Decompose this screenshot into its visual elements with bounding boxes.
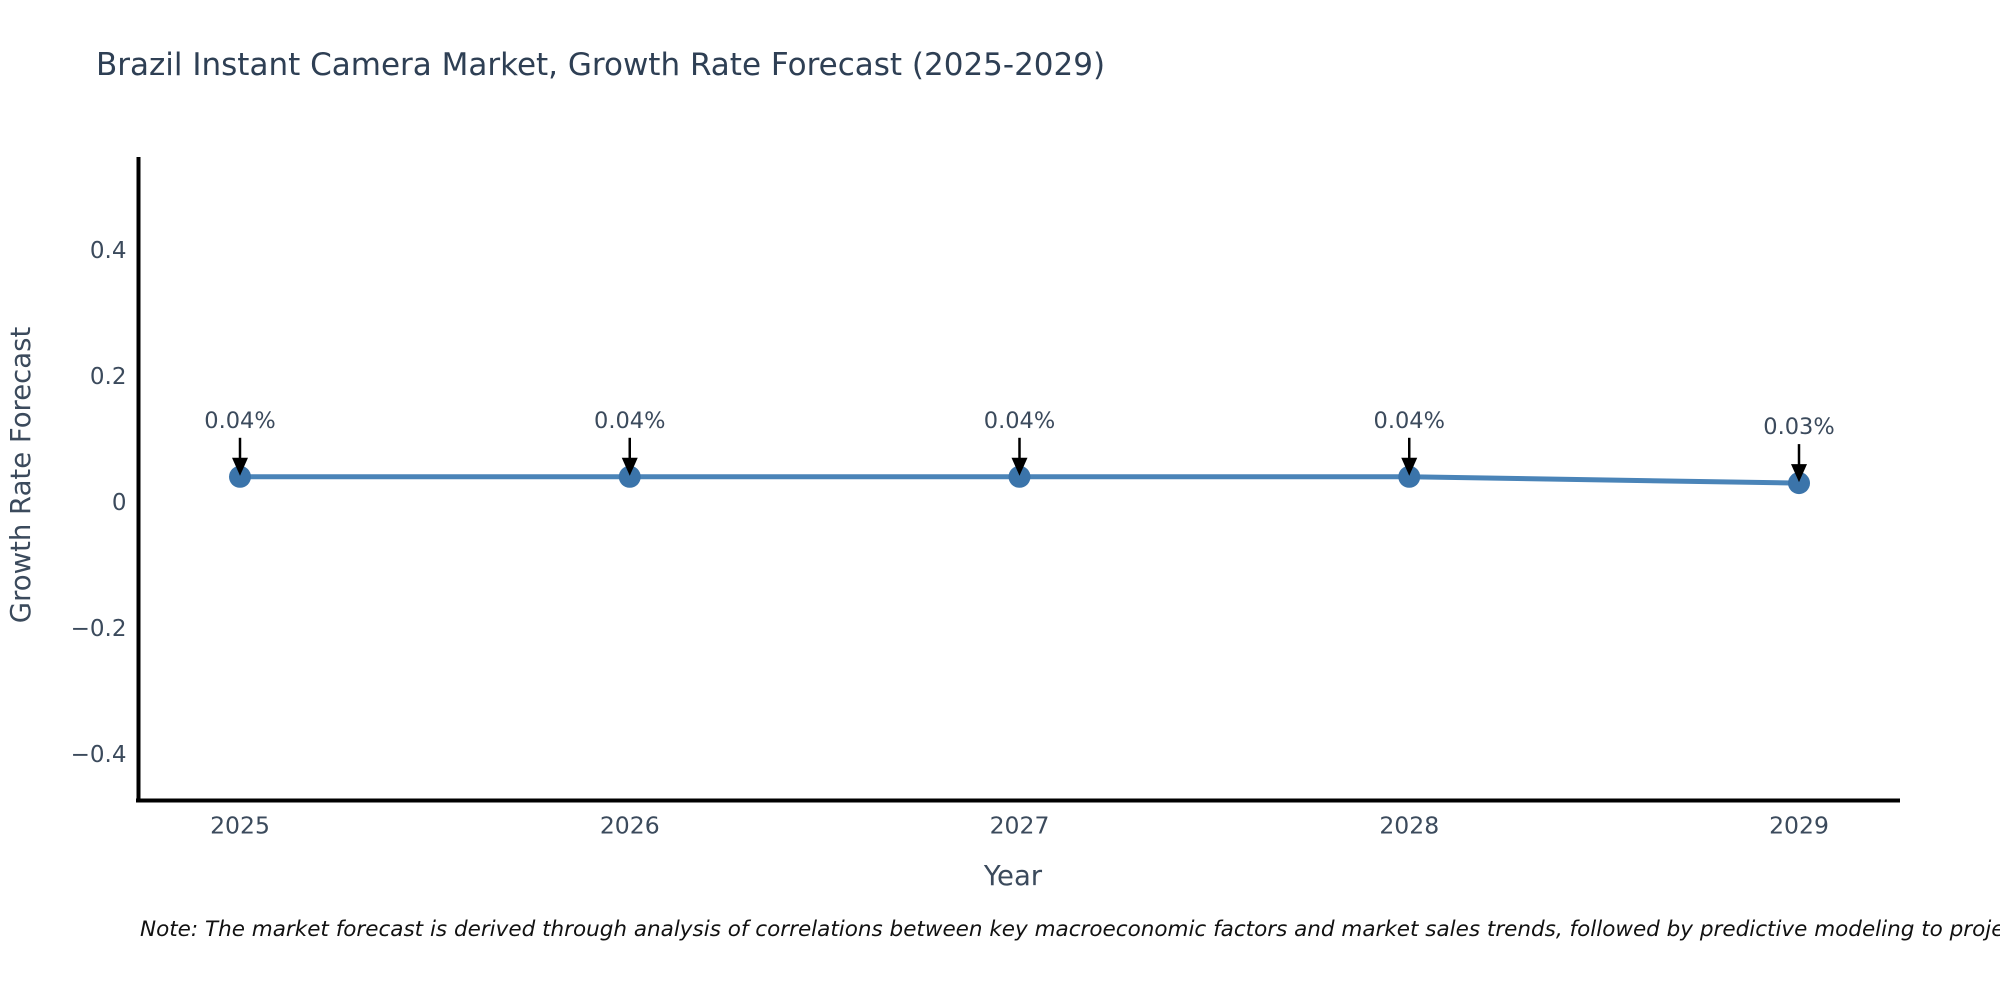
data-point [1398, 465, 1421, 488]
data-point [1008, 465, 1031, 488]
footnote: Note: The market forecast is derived thr… [140, 917, 2000, 942]
x-tick-label: 2027 [990, 812, 1050, 840]
x-axis-title: Year [983, 860, 1043, 892]
x-tick-label: 2025 [210, 812, 270, 840]
data-point-label: 0.03% [1763, 414, 1834, 440]
y-tick-label: 0 [112, 490, 127, 516]
x-tick-label: 2029 [1769, 812, 1829, 840]
data-point-label: 0.04% [1374, 408, 1445, 434]
data-point-label: 0.04% [984, 408, 1055, 434]
y-tick-label: −0.4 [71, 742, 127, 768]
data-point [1788, 472, 1810, 495]
data-point [618, 465, 641, 488]
annotation-arrow-head-icon [232, 457, 248, 476]
y-tick-label: 0.4 [90, 238, 127, 264]
y-tick-label: 0.2 [90, 364, 127, 390]
chart-title: Brazil Instant Camera Market, Growth Rat… [96, 47, 1106, 83]
data-point [229, 465, 251, 488]
x-tick-label: 2026 [600, 812, 660, 840]
x-tick-label: 2028 [1379, 812, 1439, 840]
annotation-arrow-head-icon [1401, 457, 1418, 476]
annotation-arrow-head-icon [621, 457, 638, 476]
data-point-label: 0.04% [594, 408, 665, 434]
y-tick-label: −0.2 [71, 616, 127, 642]
annotation-arrow-head-icon [1011, 457, 1028, 476]
annotation-arrow-head-icon [1791, 464, 1807, 483]
data-point-label: 0.04% [204, 408, 275, 434]
y-axis-title: Growth Rate Forecast [5, 327, 37, 624]
